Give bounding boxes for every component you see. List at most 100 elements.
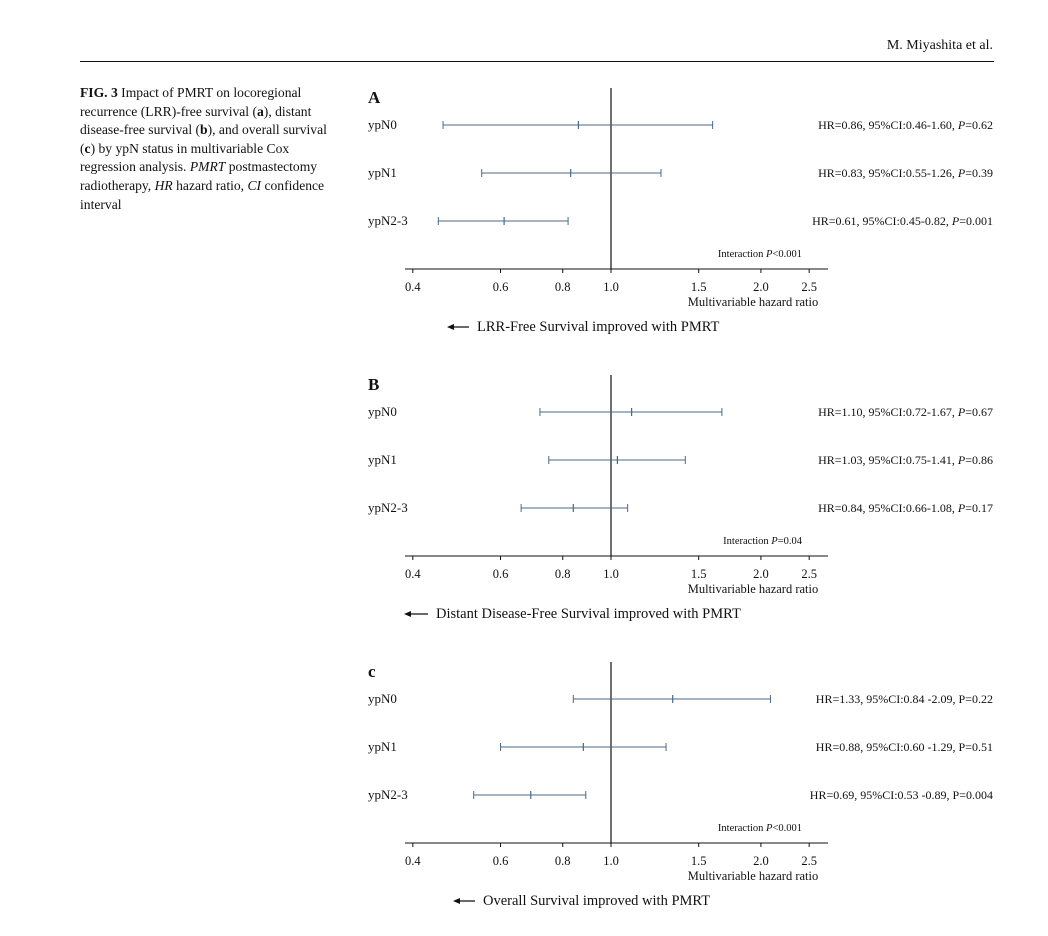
- figure-caption: FIG. 3 Impact of PMRT on locoregional re…: [80, 84, 342, 214]
- row-statistics-part: HR=0.61, 95%CI:0.45-0.82,: [812, 214, 952, 228]
- interaction-p-value-part: P: [765, 823, 773, 834]
- caption-part: HR: [154, 177, 173, 193]
- x-tick-label: 0.4: [405, 854, 421, 868]
- row-statistics: HR=0.69, 95%CI:0.53 -0.89, P=0.004: [810, 788, 993, 802]
- row-statistics: HR=1.10, 95%CI:0.72-1.67, P=0.67: [818, 405, 993, 419]
- caption-part: ), distant disease-free survival (: [80, 103, 312, 138]
- row-statistics: HR=0.83, 95%CI:0.55-1.26, P=0.39: [818, 166, 993, 180]
- x-tick-label: 0.8: [555, 567, 571, 581]
- panel-label-a: A: [368, 88, 381, 107]
- interaction-p-value-part: Interaction: [718, 823, 766, 834]
- interaction-p-value-part: <0.001: [772, 249, 802, 260]
- row-label: ypN1: [368, 165, 397, 180]
- caption-part: ) by ypN status in multivariable Cox reg…: [80, 140, 290, 175]
- row-label: ypN2-3: [368, 213, 408, 228]
- row-statistics: HR=0.84, 95%CI:0.66-1.08, P=0.17: [818, 501, 993, 515]
- interaction-p-value-part: P: [770, 536, 778, 547]
- running-header-author: M. Miyashita et al.: [886, 38, 993, 53]
- x-tick-label: 0.6: [493, 567, 509, 581]
- caption-part: postmastectomy radiotherapy,: [80, 159, 318, 193]
- caption-part: a: [257, 103, 264, 119]
- row-statistics-part: HR=1.33, 95%CI:0.84 -2.09, P=0.22: [816, 692, 993, 706]
- caption-part: CI: [247, 177, 262, 193]
- row-label: ypN1: [368, 739, 397, 754]
- left-arrow-icon: [453, 898, 460, 904]
- row-label: ypN0: [368, 117, 397, 132]
- caption-part: c: [84, 140, 91, 156]
- row-statistics: HR=1.03, 95%CI:0.75-1.41, P=0.86: [818, 453, 993, 467]
- caption-text: Impact of PMRT on locoregional recurrenc…: [80, 85, 327, 212]
- x-tick-label: 0.4: [405, 280, 421, 294]
- row-statistics-part: =0.67: [965, 405, 993, 419]
- row-label: ypN0: [368, 691, 397, 706]
- direction-footer-label: LRR-Free Survival improved with PMRT: [477, 319, 720, 335]
- interaction-p-value-part: Interaction: [718, 249, 766, 260]
- row-statistics-part: HR=0.83, 95%CI:0.55-1.26,: [818, 166, 958, 180]
- panel-label-c: c: [368, 662, 376, 681]
- row-statistics-part: =0.001: [959, 214, 993, 228]
- x-tick-label: 1.5: [691, 854, 707, 868]
- direction-footer-label: Overall Survival improved with PMRT: [483, 893, 710, 909]
- row-statistics-part: P: [957, 118, 966, 132]
- row-statistics-part: P: [957, 501, 966, 515]
- interaction-p-value-part: =0.04: [778, 536, 803, 547]
- header-rule: [80, 61, 994, 62]
- row-statistics-part: HR=0.84, 95%CI:0.66-1.08,: [818, 501, 958, 515]
- row-statistics-part: =0.62: [965, 118, 993, 132]
- x-tick-label: 1.0: [603, 567, 619, 581]
- interaction-p-value-part: P: [765, 249, 773, 260]
- x-tick-label: 1.0: [603, 854, 619, 868]
- x-tick-label: 1.5: [691, 280, 707, 294]
- row-statistics-part: P: [957, 453, 966, 467]
- x-tick-label: 0.8: [555, 854, 571, 868]
- interaction-p-value-part: <0.001: [772, 823, 802, 834]
- x-axis-title: Multivariable hazard ratio: [688, 869, 819, 883]
- direction-footer-label: Distant Disease-Free Survival improved w…: [436, 606, 741, 622]
- x-tick-label: 2.5: [801, 567, 817, 581]
- panel-label-b: B: [368, 375, 379, 394]
- row-statistics-part: P: [957, 166, 966, 180]
- row-statistics-part: HR=0.86, 95%CI:0.46-1.60,: [818, 118, 958, 132]
- row-label: ypN0: [368, 404, 397, 419]
- x-tick-label: 0.6: [493, 854, 509, 868]
- row-statistics-part: =0.86: [965, 453, 993, 467]
- caption-part: PMRT: [189, 159, 226, 175]
- figure-label: FIG. 3: [80, 85, 118, 100]
- row-statistics-part: HR=1.10, 95%CI:0.72-1.67,: [818, 405, 958, 419]
- x-tick-label: 2.0: [753, 854, 769, 868]
- row-statistics: HR=0.61, 95%CI:0.45-0.82, P=0.001: [812, 214, 993, 228]
- row-statistics-part: =0.39: [965, 166, 993, 180]
- x-tick-label: 0.8: [555, 280, 571, 294]
- x-tick-label: 2.0: [753, 567, 769, 581]
- x-tick-label: 0.6: [493, 280, 509, 294]
- row-statistics: HR=1.33, 95%CI:0.84 -2.09, P=0.22: [816, 692, 993, 706]
- interaction-p-value: Interaction P<0.001: [718, 249, 802, 260]
- row-label: ypN1: [368, 452, 397, 467]
- x-axis-title: Multivariable hazard ratio: [688, 582, 819, 596]
- caption-part: hazard ratio,: [172, 177, 248, 193]
- interaction-p-value: Interaction P<0.001: [718, 823, 802, 834]
- interaction-p-value-part: Interaction: [723, 536, 771, 547]
- caption-part: Impact of PMRT on locoregional recurrenc…: [80, 85, 302, 119]
- row-statistics-part: P: [957, 405, 966, 419]
- x-tick-label: 0.4: [405, 567, 421, 581]
- row-statistics-part: P: [951, 214, 960, 228]
- caption-part: b: [200, 122, 208, 138]
- row-label: ypN2-3: [368, 787, 408, 802]
- x-tick-label: 1.5: [691, 567, 707, 581]
- caption-part: ), and overall survival (: [80, 122, 327, 156]
- x-axis-title: Multivariable hazard ratio: [688, 295, 819, 309]
- row-statistics-part: HR=0.69, 95%CI:0.53 -0.89, P=0.004: [810, 788, 993, 802]
- row-statistics-part: HR=1.03, 95%CI:0.75-1.41,: [818, 453, 958, 467]
- row-statistics-part: =0.17: [965, 501, 993, 515]
- row-statistics: HR=0.86, 95%CI:0.46-1.60, P=0.62: [818, 118, 993, 132]
- left-arrow-icon: [404, 611, 411, 617]
- x-tick-label: 2.0: [753, 280, 769, 294]
- interaction-p-value: Interaction P=0.04: [723, 536, 803, 547]
- row-statistics: HR=0.88, 95%CI:0.60 -1.29, P=0.51: [816, 740, 993, 754]
- caption-part: confidence interval: [80, 177, 325, 212]
